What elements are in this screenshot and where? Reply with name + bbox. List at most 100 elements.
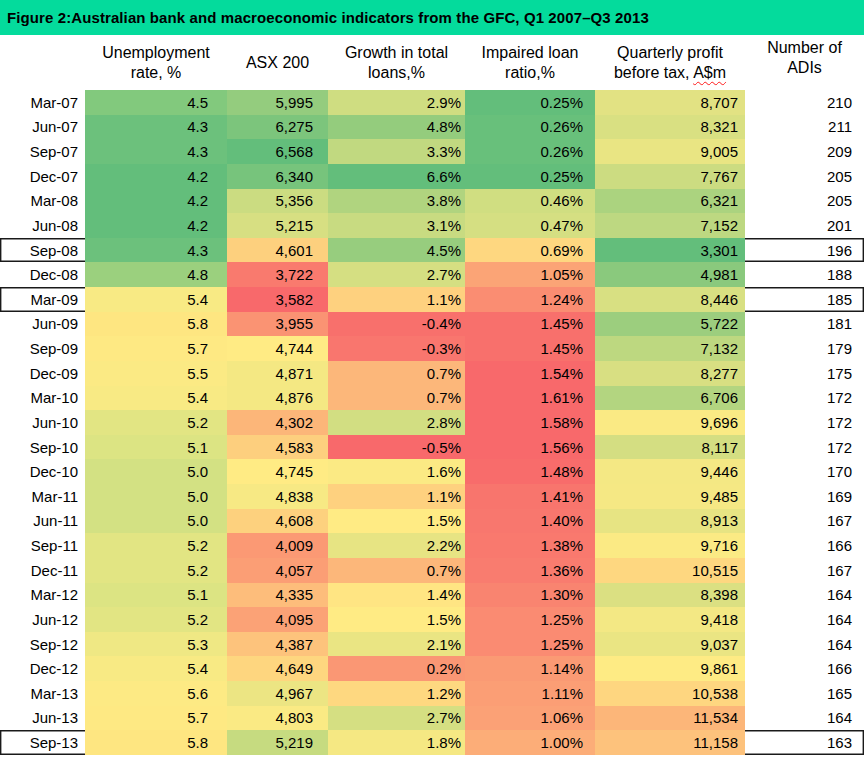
row-label: Dec-11	[0, 558, 85, 583]
cell-asx200: 4,838	[227, 484, 328, 509]
figure-2-table: { "title": "Figure 2:Australian bank and…	[0, 0, 864, 757]
cell-impaired-ratio: 0.69%	[465, 238, 595, 263]
cell-unemployment-rate: 5.5	[85, 361, 227, 386]
cell-impaired-ratio: 1.14%	[465, 656, 595, 681]
row-label: Mar-13	[0, 681, 85, 706]
cell-unemployment-rate: 4.2	[85, 164, 227, 189]
cell-asx200: 6,340	[227, 164, 328, 189]
cell-adis: 164	[745, 632, 864, 657]
cell-unemployment-rate: 5.4	[85, 656, 227, 681]
cell-loan-growth: 3.1%	[328, 213, 465, 238]
cell-asx200: 3,582	[227, 287, 328, 312]
header-line: Quarterly profit	[617, 43, 723, 63]
cell-profit-before-tax: 10,538	[595, 681, 745, 706]
cell-adis: 196	[745, 238, 864, 263]
cell-unemployment-rate: 5.4	[85, 386, 227, 411]
cell-unemployment-rate: 5.2	[85, 558, 227, 583]
cell-loan-growth: 3.3%	[328, 139, 465, 164]
cell-asx200: 3,722	[227, 262, 328, 287]
figure-title: Figure 2:Australian bank and macroeconom…	[7, 9, 649, 26]
cell-loan-growth: 1.5%	[328, 509, 465, 534]
header-line: ASX 200	[246, 53, 309, 73]
cell-loan-growth: 2.7%	[328, 262, 465, 287]
header-line: ADIs	[787, 58, 822, 78]
cell-asx200: 4,745	[227, 459, 328, 484]
cell-adis: 166	[745, 656, 864, 681]
row-label: Dec-10	[0, 459, 85, 484]
cell-profit-before-tax: 6,706	[595, 386, 745, 411]
cell-adis: 170	[745, 459, 864, 484]
figure-title-bar: Figure 2:Australian bank and macroeconom…	[0, 0, 864, 35]
cell-unemployment-rate: 5.2	[85, 607, 227, 632]
cell-loan-growth: 2.8%	[328, 410, 465, 435]
table-row: Jun-105.24,3022.8%1.58%9,696172	[0, 410, 864, 435]
cell-profit-before-tax: 10,515	[595, 558, 745, 583]
cell-profit-before-tax: 11,158	[595, 730, 745, 755]
cell-impaired-ratio: 0.25%	[465, 90, 595, 115]
table-row: Mar-074.55,9952.9%0.25%8,707210	[0, 90, 864, 115]
cell-impaired-ratio: 1.11%	[465, 681, 595, 706]
row-label: Sep-10	[0, 435, 85, 460]
cell-unemployment-rate: 4.3	[85, 238, 227, 263]
header-line: Impaired loan	[482, 43, 579, 63]
cell-impaired-ratio: 1.30%	[465, 583, 595, 608]
cell-profit-before-tax: 8,398	[595, 583, 745, 608]
row-label: Mar-08	[0, 189, 85, 214]
cell-profit-before-tax: 9,861	[595, 656, 745, 681]
row-label: Mar-07	[0, 90, 85, 115]
cell-adis: 210	[745, 90, 864, 115]
cell-adis: 164	[745, 706, 864, 731]
row-label: Jun-12	[0, 607, 85, 632]
row-label: Dec-07	[0, 164, 85, 189]
cell-profit-before-tax: 4,981	[595, 262, 745, 287]
row-label: Dec-12	[0, 656, 85, 681]
col-header-profit-before-tax: Quarterly profit before tax, A$m	[595, 35, 745, 90]
cell-profit-before-tax: 5,722	[595, 312, 745, 337]
table-row: Dec-105.04,7451.6%1.48%9,446170	[0, 459, 864, 484]
cell-asx200: 4,057	[227, 558, 328, 583]
cell-asx200: 4,967	[227, 681, 328, 706]
col-header-impaired-ratio: Impaired loan ratio,%	[465, 35, 595, 90]
cell-adis: 188	[745, 262, 864, 287]
cell-adis: 167	[745, 509, 864, 534]
cell-impaired-ratio: 0.26%	[465, 139, 595, 164]
cell-unemployment-rate: 5.1	[85, 583, 227, 608]
table-row-highlighted: Sep-084.34,6014.5%0.69%3,301196	[0, 238, 864, 263]
cell-adis: 205	[745, 189, 864, 214]
header-line: before tax, A$m	[614, 63, 726, 83]
cell-profit-before-tax: 9,716	[595, 533, 745, 558]
cell-asx200: 4,302	[227, 410, 328, 435]
table-row: Jun-125.24,0951.5%1.25%9,418164	[0, 607, 864, 632]
cell-profit-before-tax: 6,321	[595, 189, 745, 214]
table-row: Mar-115.04,8381.1%1.41%9,485169	[0, 484, 864, 509]
table-row: Jun-084.25,2153.1%0.47%7,152201	[0, 213, 864, 238]
cell-asx200: 4,744	[227, 336, 328, 361]
cell-profit-before-tax: 7,152	[595, 213, 745, 238]
table-row: Jun-074.36,2754.8%0.26%8,321211	[0, 115, 864, 140]
cell-adis: 165	[745, 681, 864, 706]
cell-adis: 181	[745, 312, 864, 337]
cell-asx200: 5,215	[227, 213, 328, 238]
row-label: Mar-10	[0, 386, 85, 411]
cell-adis: 164	[745, 607, 864, 632]
cell-profit-before-tax: 9,037	[595, 632, 745, 657]
cell-unemployment-rate: 5.4	[85, 287, 227, 312]
cell-loan-growth: 6.6%	[328, 164, 465, 189]
cell-unemployment-rate: 5.1	[85, 435, 227, 460]
cell-asx200: 5,219	[227, 730, 328, 755]
row-label: Jun-10	[0, 410, 85, 435]
row-label: Dec-08	[0, 262, 85, 287]
cell-impaired-ratio: 1.36%	[465, 558, 595, 583]
cell-unemployment-rate: 5.3	[85, 632, 227, 657]
cell-loan-growth: 4.5%	[328, 238, 465, 263]
cell-impaired-ratio: 1.06%	[465, 706, 595, 731]
cell-asx200: 4,876	[227, 386, 328, 411]
cell-loan-growth: 1.1%	[328, 287, 465, 312]
cell-loan-growth: 1.4%	[328, 583, 465, 608]
cell-asx200: 6,568	[227, 139, 328, 164]
cell-adis: 163	[745, 730, 864, 755]
cell-adis: 172	[745, 386, 864, 411]
cell-impaired-ratio: 1.48%	[465, 459, 595, 484]
row-label: Jun-09	[0, 312, 85, 337]
cell-loan-growth: -0.3%	[328, 336, 465, 361]
